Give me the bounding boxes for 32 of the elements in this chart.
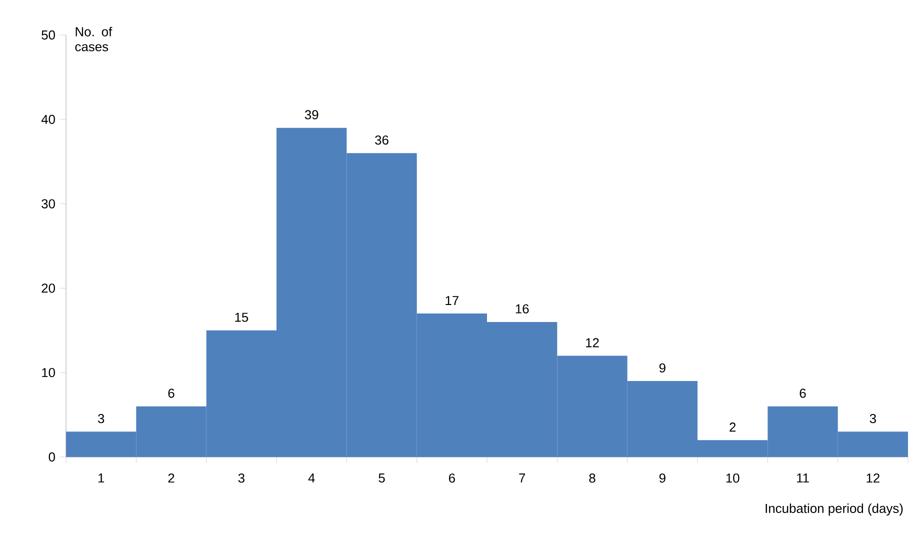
x-tick-label: 3: [238, 474, 244, 483]
y-tick-label: 40: [41, 114, 55, 124]
x-tick-label: 10: [726, 474, 740, 483]
data-label: 6: [168, 388, 174, 398]
x-tick-label: 2: [168, 474, 174, 483]
data-label: 12: [586, 338, 599, 348]
x-axis-title: Incubation period (days): [766, 503, 903, 516]
x-tick-label: 7: [519, 474, 526, 482]
x-tick-label: 6: [448, 474, 455, 483]
x-tick-label: 11: [797, 474, 809, 482]
x-tick-label: 5: [378, 474, 385, 483]
x-tick-label: 12: [866, 474, 880, 483]
data-label: 16: [516, 304, 529, 314]
x-tick-label: 4: [308, 474, 315, 482]
data-label: 15: [235, 312, 248, 322]
data-label: 3: [98, 414, 104, 424]
y-tick-label: 20: [42, 284, 55, 293]
data-label: 3: [870, 414, 876, 424]
data-label: 39: [304, 110, 318, 120]
y-tick-label: 30: [42, 199, 55, 208]
y-tick-label: 0: [48, 452, 55, 462]
x-tick-label: 8: [589, 474, 596, 483]
data-label: 36: [375, 135, 388, 145]
data-label: 2: [730, 422, 736, 432]
data-label: 17: [446, 296, 458, 305]
x-tick-label: 9: [659, 474, 666, 483]
y-tick-label: 10: [42, 368, 55, 378]
data-label: 9: [659, 363, 666, 373]
y-tick-label: 50: [42, 30, 55, 40]
y-axis-title: No. of cases: [75, 26, 112, 52]
data-label: 6: [800, 388, 806, 398]
x-tick-label: 1: [98, 474, 104, 482]
